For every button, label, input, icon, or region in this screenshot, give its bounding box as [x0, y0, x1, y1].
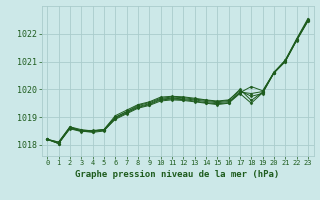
X-axis label: Graphe pression niveau de la mer (hPa): Graphe pression niveau de la mer (hPa) [76, 170, 280, 179]
